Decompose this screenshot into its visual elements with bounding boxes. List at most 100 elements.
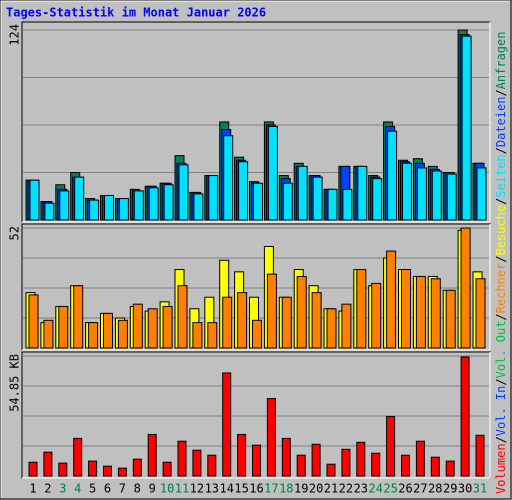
x-tick-label: 17 [264, 482, 278, 496]
bar [357, 165, 368, 221]
bar [387, 130, 398, 221]
bar [327, 188, 338, 221]
bar [58, 305, 69, 349]
bar [43, 451, 53, 477]
bar [132, 458, 142, 477]
bar [44, 202, 55, 221]
x-tick-label: 1 [29, 482, 36, 496]
bar [312, 176, 323, 221]
bar [208, 175, 219, 221]
legend-separator: / [494, 147, 508, 154]
bar [431, 170, 442, 221]
bar [401, 454, 410, 477]
bar [475, 278, 486, 349]
bar [372, 178, 383, 221]
x-tick-label: 30 [458, 482, 472, 496]
bar [88, 460, 98, 477]
bar [238, 161, 249, 221]
bar [281, 437, 291, 477]
bar [222, 296, 233, 349]
x-tick-label: 2 [44, 482, 51, 496]
bar [147, 433, 157, 477]
x-tick-label: 12 [190, 482, 204, 496]
bar [28, 294, 39, 349]
legend-separator: / [494, 313, 508, 320]
bar [296, 275, 307, 349]
bar [58, 462, 68, 477]
bar [446, 173, 457, 221]
bar [356, 441, 366, 477]
bar [297, 165, 308, 221]
bar [237, 292, 248, 349]
bar [356, 269, 367, 349]
bar [177, 440, 187, 477]
bar [475, 434, 485, 477]
bar [326, 308, 337, 349]
legend-separator: / [494, 256, 508, 263]
bar [282, 182, 293, 221]
x-tick-label: 18 [279, 482, 293, 496]
bar [401, 269, 411, 349]
bar [371, 452, 381, 477]
y-tick-label: 52 [8, 226, 22, 240]
bar [311, 292, 322, 349]
bar [89, 199, 100, 221]
bar [193, 193, 204, 221]
legend-separator: / [494, 436, 508, 443]
x-tick-label: 5 [89, 482, 96, 496]
x-tick-label: 6 [104, 482, 111, 496]
bar [237, 433, 247, 477]
x-tick-label: 3 [59, 482, 66, 496]
bar [476, 167, 487, 221]
legend-entry: Volumen [494, 443, 508, 494]
bar [266, 273, 277, 349]
x-tick-label: 27 [413, 482, 427, 496]
x-tick-label: 14 [219, 482, 233, 496]
bar [326, 463, 336, 477]
bar [163, 184, 174, 221]
bar [133, 190, 144, 221]
x-tick-label: 11 [175, 482, 189, 496]
legend-entry: Besuche [494, 205, 508, 256]
y-tick-label: 54.85 KB [8, 354, 22, 412]
x-tick-label: 16 [249, 482, 263, 496]
bar [29, 179, 40, 221]
x-tick-label: 8 [134, 482, 141, 496]
x-tick-label: 15 [234, 482, 248, 496]
bar [88, 322, 99, 349]
bar [178, 164, 189, 221]
bar [430, 278, 441, 349]
x-tick-label: 28 [428, 482, 442, 496]
chart-title: Tages-Statistik im Monat Januar 2026 [6, 6, 266, 20]
bar [74, 176, 85, 221]
x-tick-label: 22 [339, 482, 353, 496]
x-tick-label: 31 [473, 482, 487, 496]
x-tick-label: 25 [383, 482, 397, 496]
bar [253, 182, 263, 221]
bar [148, 187, 159, 221]
bar [117, 467, 127, 477]
x-tick-label: 10 [160, 482, 174, 496]
bar [341, 448, 351, 477]
bar [430, 456, 440, 477]
bar [296, 454, 306, 477]
bar [445, 289, 456, 349]
bar [267, 126, 278, 221]
legend-entry: Vol. In [494, 386, 508, 437]
bar [207, 322, 218, 349]
bar [117, 319, 128, 349]
bar [460, 227, 471, 349]
bar [59, 190, 70, 221]
legend-entry: Vol. Out [494, 321, 508, 379]
bar [28, 461, 38, 477]
bar [311, 443, 321, 477]
x-tick-label: 23 [354, 482, 368, 496]
bar [103, 312, 113, 349]
bar [132, 303, 143, 349]
x-tick-label: 24 [368, 482, 382, 496]
bar [192, 449, 202, 477]
legend-entry: Anfragen [494, 32, 508, 90]
bar [341, 303, 352, 349]
x-tick-label: 9 [149, 482, 156, 496]
